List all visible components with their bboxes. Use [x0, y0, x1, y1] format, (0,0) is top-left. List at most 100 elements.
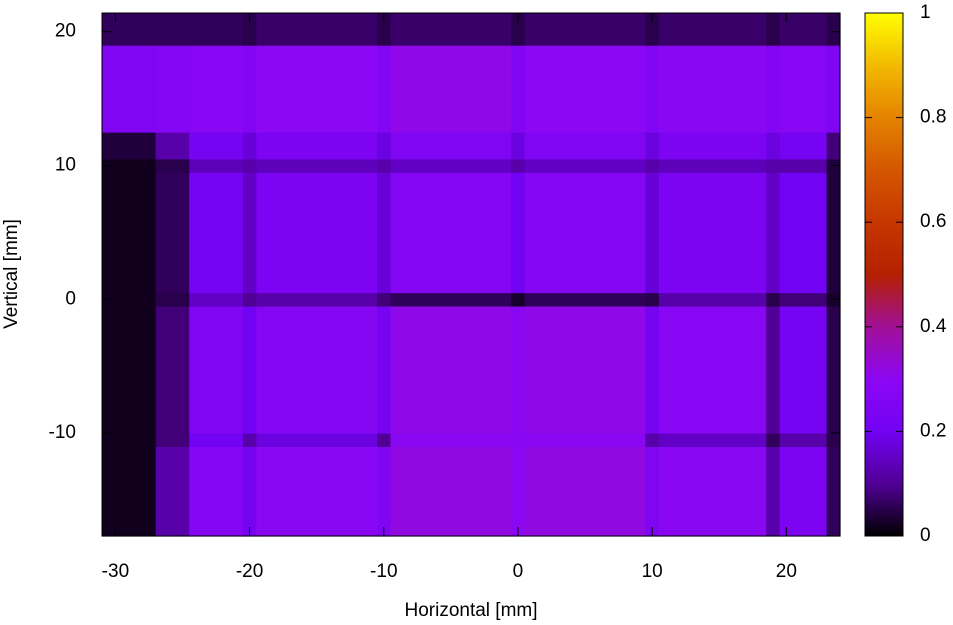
heatmap-cell [102, 13, 157, 46]
y-tick-label: 0 [65, 288, 76, 309]
colorbar-tick-label: 0.6 [920, 211, 946, 232]
heatmap-cell [524, 292, 647, 307]
heatmap-cell [155, 172, 190, 294]
heatmap-cell [377, 158, 392, 173]
heatmap-cell [524, 132, 647, 160]
heatmap-cell [645, 292, 660, 307]
x-tick-label: -10 [370, 561, 397, 582]
heatmap-cell [779, 292, 828, 307]
heatmap-cell [511, 305, 526, 434]
x-tick-label: -20 [236, 561, 263, 582]
heatmap-cell [102, 158, 157, 173]
y-tick-label: 20 [55, 21, 76, 42]
heatmap-cell [189, 45, 244, 133]
heatmap-cell [766, 305, 781, 434]
heatmap-cell [766, 13, 781, 46]
heatmap-cell [766, 433, 781, 447]
heatmap-cell [779, 132, 828, 160]
heatmap-cell [189, 172, 244, 294]
heatmap-cell [390, 158, 512, 173]
heatmap-cell [390, 45, 512, 133]
heatmap-cell [102, 172, 157, 294]
heatmap-cell [766, 158, 781, 173]
heatmap-cell [511, 13, 526, 46]
heatmap-cell [766, 292, 781, 307]
heatmap-cell [511, 45, 526, 133]
heatmap-cell [645, 13, 660, 46]
heatmap-cell [524, 305, 647, 434]
colorbar-tick-label: 0.2 [920, 420, 946, 441]
heatmap-cell [645, 433, 660, 447]
heatmap-cell [766, 45, 781, 133]
heatmap-cell [390, 292, 512, 307]
heatmap-cell [189, 433, 244, 447]
heatmap-cell [377, 13, 392, 46]
heatmap-cell [256, 433, 378, 447]
heatmap-cell [155, 433, 190, 447]
heatmap-cell [524, 13, 647, 46]
x-tick-label: -30 [102, 561, 129, 582]
heatmap-cell [826, 45, 841, 133]
heatmap-cell [826, 13, 841, 46]
heatmap-cell [189, 446, 244, 537]
heatmap-cell [779, 172, 828, 294]
heatmap-cell [511, 446, 526, 537]
heatmap-cell [779, 305, 828, 434]
heatmap-cell [390, 446, 512, 537]
heatmap-cell [242, 446, 257, 537]
colorbar [864, 12, 904, 537]
colorbar-tick-label: 0 [920, 525, 931, 546]
heatmap-cell [155, 45, 190, 133]
heatmap-cell [102, 292, 157, 307]
plot-frame [101, 12, 841, 537]
heatmap-cell [511, 132, 526, 160]
heatmap-cell [645, 132, 660, 160]
heatmap-cell [242, 292, 257, 307]
heatmap-cell [155, 132, 190, 160]
heatmap-cell [779, 433, 828, 447]
heatmap-cell [511, 292, 526, 307]
y-tick-label: 10 [55, 155, 76, 176]
heatmap-cell [658, 305, 767, 434]
heatmap-cell [102, 132, 157, 160]
heatmap-cell [377, 446, 392, 537]
heatmap-cell [390, 13, 512, 46]
heatmap-cell [102, 446, 157, 537]
heatmap-cell [377, 132, 392, 160]
heatmap-cell [155, 292, 190, 307]
x-tick-label: 20 [776, 561, 797, 582]
heatmap-cell [658, 158, 767, 173]
heatmap-cell [658, 45, 767, 133]
heatmap-cell [189, 305, 244, 434]
heatmap-cell [155, 158, 190, 173]
heatmap-cell [658, 446, 767, 537]
heatmap-cell [779, 446, 828, 537]
heatmap-cell [779, 13, 828, 46]
heatmap-cell [256, 132, 378, 160]
x-tick-label: 10 [642, 561, 663, 582]
heatmap-cell [524, 172, 647, 294]
heatmap-cell [256, 305, 378, 434]
heatmap-cell [511, 172, 526, 294]
heatmap-cell [658, 13, 767, 46]
heatmap-cell [779, 45, 828, 133]
heatmap-cell [826, 446, 841, 537]
heatmap-cell [645, 45, 660, 133]
heatmap-cell [256, 172, 378, 294]
x-axis-label: Horizontal [mm] [404, 600, 537, 621]
heatmap-cell [242, 433, 257, 447]
heatmap-cell [658, 292, 767, 307]
heatmap-cell [779, 158, 828, 173]
heatmap-cell [242, 158, 257, 173]
heatmap-cell [256, 158, 378, 173]
heatmap-cell [390, 172, 512, 294]
heatmap-cell [102, 305, 157, 434]
heatmap-cell [658, 132, 767, 160]
heatmap-cell [189, 13, 244, 46]
heatmap-cell [102, 45, 157, 133]
y-axis-label: Vertical [mm] [1, 219, 22, 329]
heatmap-cell [524, 433, 647, 447]
heatmap-cell [645, 172, 660, 294]
heatmap-cell [377, 305, 392, 434]
